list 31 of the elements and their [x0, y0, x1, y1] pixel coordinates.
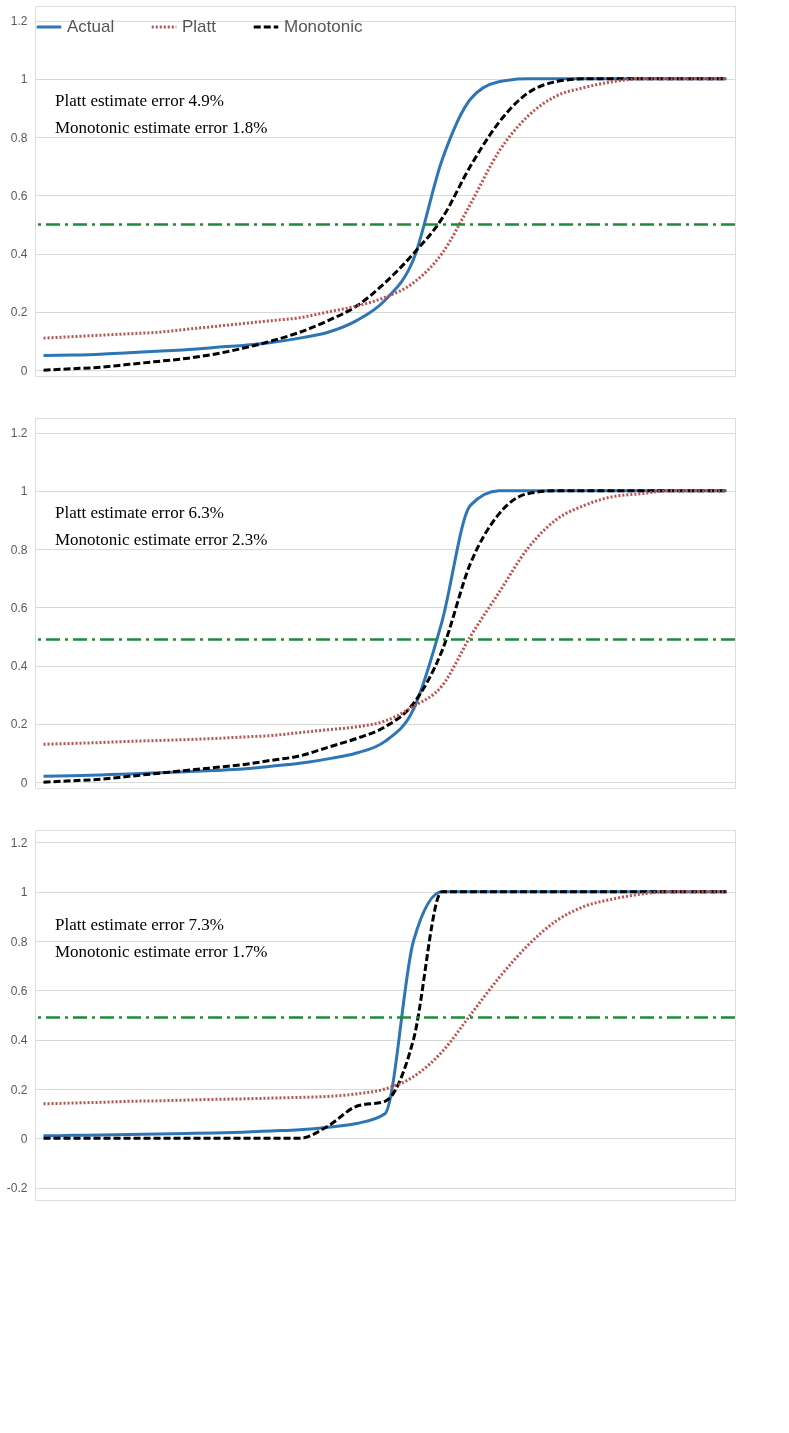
annotation: Platt estimate error 6.3%	[55, 503, 225, 522]
y-tick-label: 0.8	[10, 130, 28, 145]
legend-label: Monotonic	[284, 17, 363, 36]
y-tick-label: 1.2	[10, 426, 28, 441]
y-tick-label: 0.8	[10, 542, 28, 557]
y-tick-label: 1.2	[10, 835, 28, 850]
annotation: Monotonic estimate error 1.7%	[55, 942, 268, 961]
y-tick-label: -0.2	[6, 1181, 28, 1196]
y-tick-label: 0.8	[10, 934, 28, 949]
y-tick-label: 0.2	[10, 1082, 28, 1097]
y-tick-label: 0.6	[10, 983, 28, 998]
legend-label: Platt	[182, 17, 217, 36]
y-tick-label: 0	[20, 1131, 28, 1146]
y-tick-label: 0	[20, 775, 28, 790]
y-tick-label: 0.2	[10, 717, 28, 732]
y-tick-label: 0.4	[10, 659, 28, 674]
annotation: Monotonic estimate error 2.3%	[55, 530, 268, 549]
y-tick-label: 0.6	[10, 600, 28, 615]
y-tick-label: 0.6	[10, 188, 28, 203]
y-tick-label: 0.2	[10, 305, 28, 320]
y-tick-label: 1	[20, 885, 28, 900]
annotation: Platt estimate error 7.3%	[55, 915, 225, 934]
annotation: Platt estimate error 4.9%	[55, 91, 225, 110]
y-tick-label: 1	[20, 484, 28, 499]
annotation: Monotonic estimate error 1.8%	[55, 118, 268, 137]
legend-label: Actual	[67, 17, 115, 36]
y-tick-label: 0.4	[10, 247, 28, 262]
y-tick-label: 0.4	[10, 1033, 28, 1048]
y-tick-label: 0	[20, 363, 28, 378]
y-tick-label: 1	[20, 72, 28, 87]
y-tick-label: 1.2	[10, 14, 28, 29]
